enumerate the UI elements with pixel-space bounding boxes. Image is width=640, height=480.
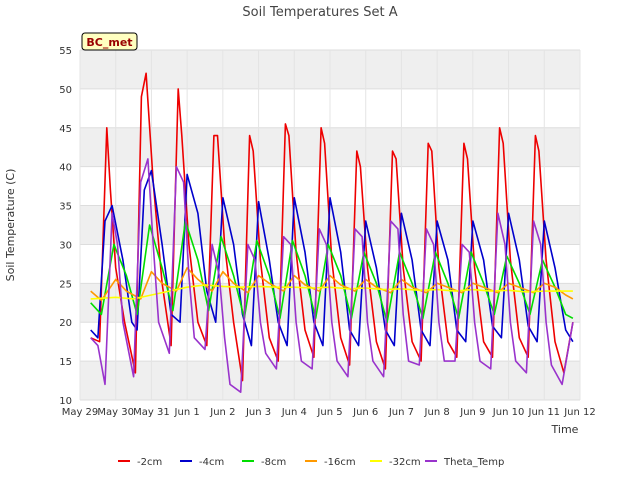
station-badge-box <box>81 32 138 51</box>
y-tick-label: 40 <box>59 163 72 174</box>
y-tick-label: 10 <box>59 396 72 407</box>
legend-label: -4cm <box>199 457 224 468</box>
legend-label: -16cm <box>324 457 356 468</box>
x-tick-label: Jun 9 <box>459 407 485 418</box>
x-tick-label: Jun 6 <box>352 407 378 418</box>
x-tick-label: Jun 2 <box>209 407 235 418</box>
y-tick-label: 55 <box>59 46 72 57</box>
legend-label: -2cm <box>137 457 162 468</box>
x-tick-label: Jun 11 <box>528 407 561 418</box>
chart-title: Soil Temperatures Set A <box>242 5 397 20</box>
y-axis-label: Soil Temperature (C) <box>4 169 17 282</box>
y-axis-ticks: 10 15 20 25 30 35 40 45 50 55 <box>59 46 72 407</box>
series-lines <box>90 72 574 394</box>
station-badge: BC_met <box>81 32 138 51</box>
series-line-32cm <box>90 284 573 300</box>
station-badge-label: BC_met <box>86 36 132 49</box>
y-tick-label: 45 <box>59 124 72 135</box>
legend-label: -8cm <box>261 457 286 468</box>
y-tick-label: 15 <box>59 357 72 368</box>
x-tick-label: May 31 <box>133 407 170 418</box>
x-tick-label: Jun 8 <box>424 407 450 418</box>
x-tick-label: Jun 7 <box>388 407 414 418</box>
x-tick-label: Jun 10 <box>492 407 525 418</box>
y-tick-label: 25 <box>59 279 72 290</box>
x-tick-label: Jun 5 <box>316 407 342 418</box>
x-axis-label: Time <box>551 423 579 436</box>
y-tick-label: 35 <box>59 202 72 213</box>
y-tick-label: 30 <box>59 240 72 251</box>
series-line-4cm <box>90 169 574 347</box>
x-tick-label: May 29 <box>62 407 99 418</box>
x-tick-label: Jun 12 <box>563 407 596 418</box>
x-tick-label: Jun 4 <box>281 407 307 418</box>
series-line-theta-temp <box>90 158 574 394</box>
x-axis-ticks: May 29 May 30 May 31 Jun 1 Jun 2 Jun 3 Jun 4 Ju… <box>62 407 596 418</box>
legend-label: Theta_Temp <box>443 457 504 468</box>
y-tick-label: 50 <box>59 85 72 96</box>
legend-label: -32cm <box>389 457 421 468</box>
x-tick-label: Jun 1 <box>174 407 200 418</box>
x-tick-label: May 30 <box>97 407 134 418</box>
legend: -2cm -4cm -8cm -16cm -32cm Theta_Temp <box>118 457 504 468</box>
y-tick-label: 20 <box>59 318 72 329</box>
x-tick-label: Jun 3 <box>245 407 271 418</box>
